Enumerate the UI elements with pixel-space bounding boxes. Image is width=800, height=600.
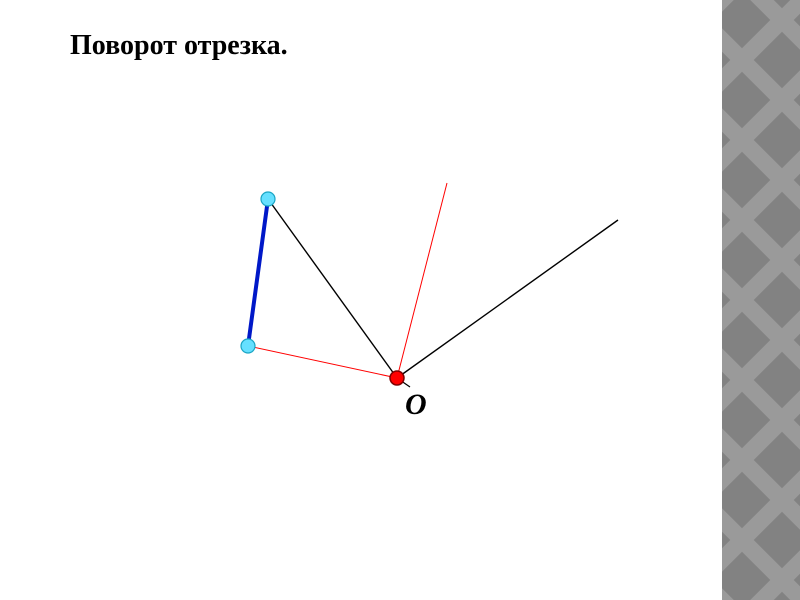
segment-ab (248, 199, 268, 346)
center-point-label: O (405, 388, 427, 422)
ray (397, 220, 618, 378)
segment-layer (248, 199, 268, 346)
ray (268, 199, 397, 378)
geometry-diagram (0, 0, 800, 600)
endpoint-a (261, 192, 275, 206)
ray (397, 183, 447, 378)
ray (248, 346, 397, 378)
rays-layer (248, 183, 618, 387)
slide: Поворот отрезка. O (0, 0, 800, 600)
decorative-sidebar (722, 0, 800, 600)
center-point (390, 371, 404, 385)
endpoint-b (241, 339, 255, 353)
